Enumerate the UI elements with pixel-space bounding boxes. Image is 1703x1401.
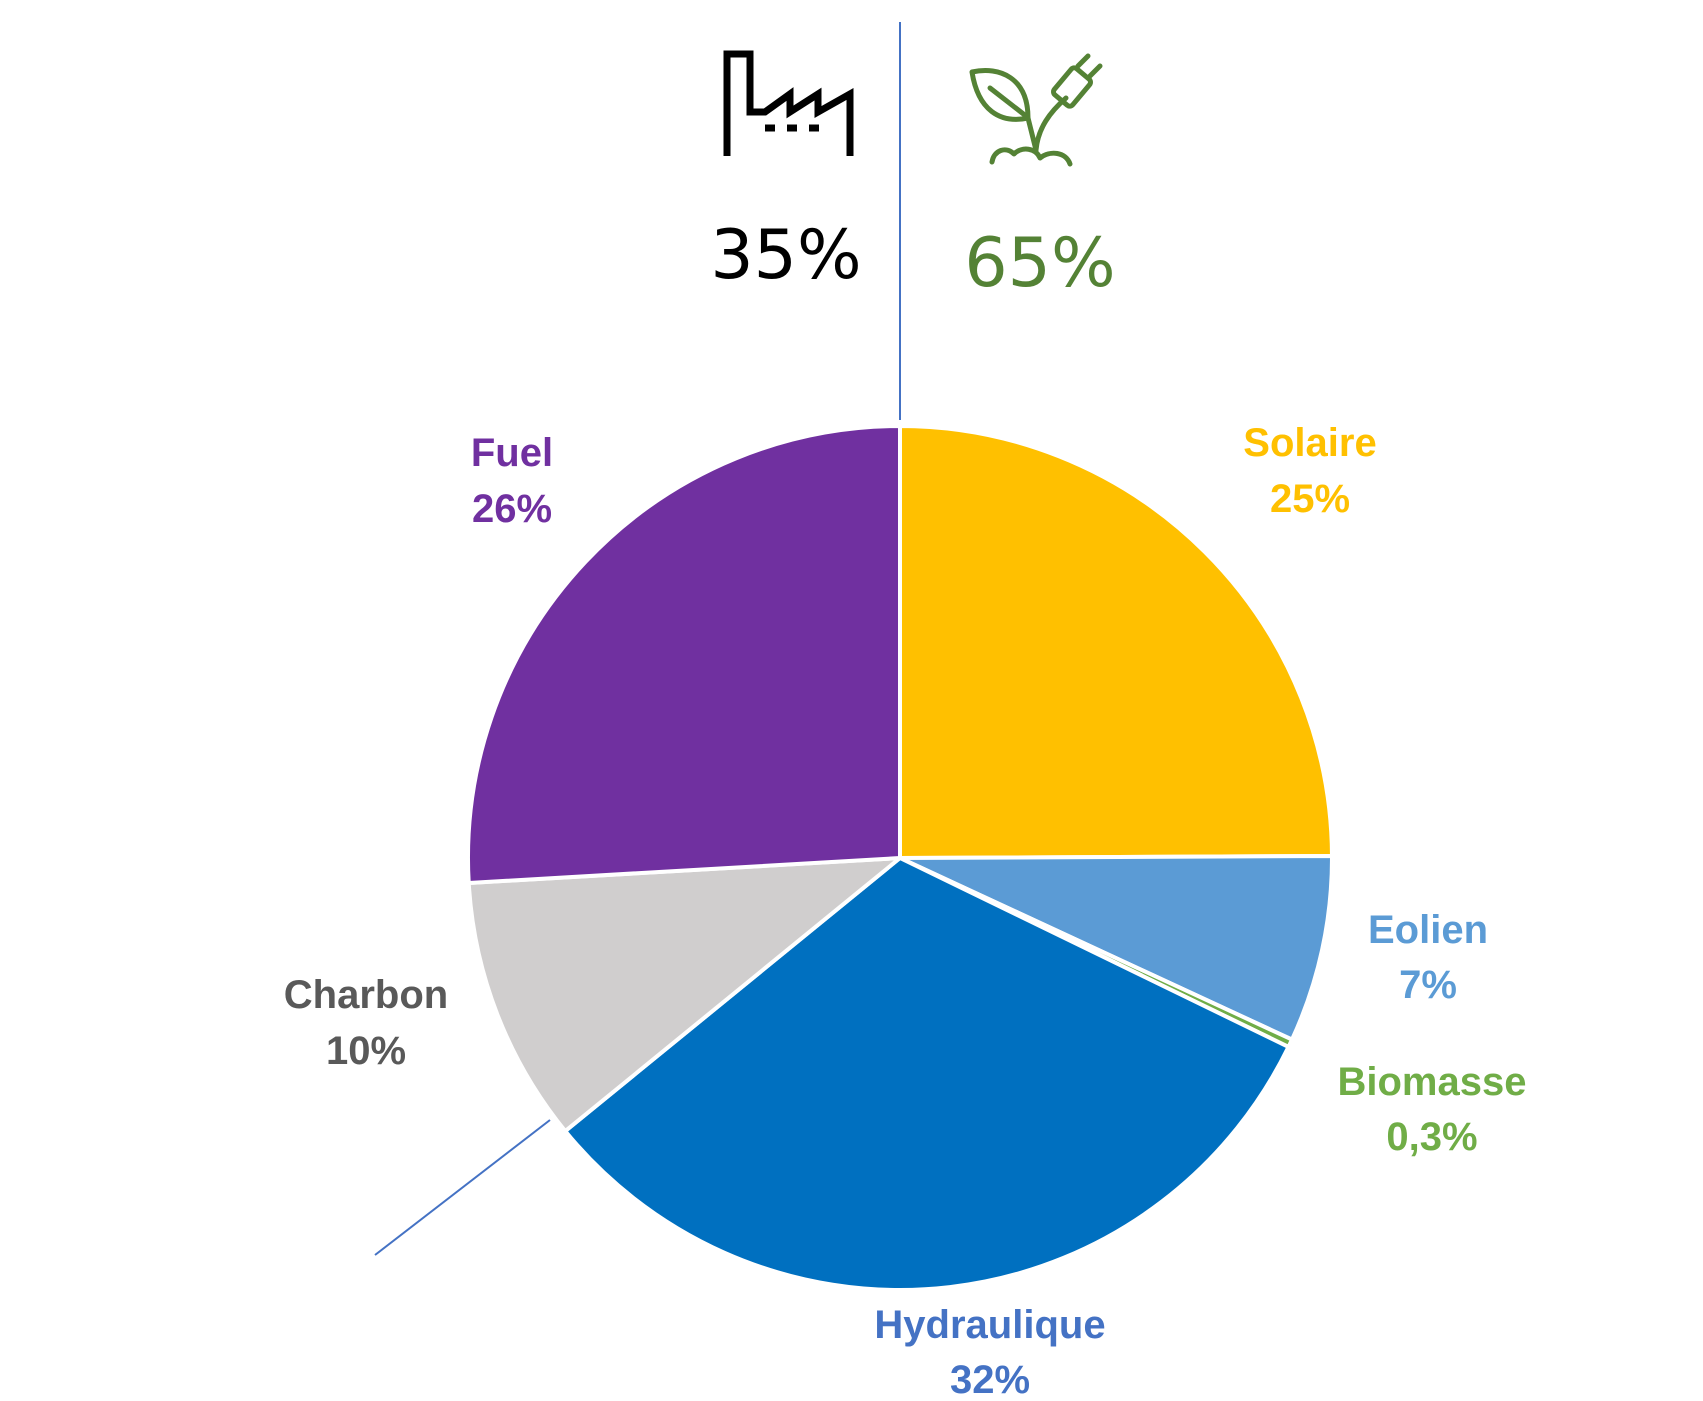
plant-plug-icon bbox=[969, 53, 1103, 167]
divider-line-bottom bbox=[374, 1119, 551, 1256]
pie-slice-solaire bbox=[898, 424, 1334, 860]
fossil-share-value: 35% bbox=[710, 216, 861, 295]
slice-label-eolien: Eolien bbox=[1368, 908, 1488, 952]
slice-labels: Solaire 25% Eolien 7% Biomasse 0,3% Hydrauliqu… bbox=[284, 421, 1527, 1401]
slice-label-fuel: Fuel bbox=[471, 431, 553, 475]
slice-value-fuel: 26% bbox=[472, 487, 552, 531]
slice-label-biomasse: Biomasse bbox=[1338, 1060, 1527, 1104]
pie-slice-eolien bbox=[898, 853, 1335, 1042]
slice-value-charbon: 10% bbox=[326, 1029, 406, 1073]
slice-label-solaire: Solaire bbox=[1243, 421, 1376, 465]
pie-slice-fuel bbox=[466, 424, 902, 886]
factory-icon bbox=[723, 50, 854, 156]
slice-label-hydraulique: Hydraulique bbox=[874, 1303, 1105, 1347]
pie-slice-hydraulique bbox=[563, 856, 1291, 1292]
pie-slices bbox=[466, 424, 1335, 1292]
pie-slice-charbon bbox=[466, 856, 902, 1134]
slice-value-hydraulique: 32% bbox=[950, 1358, 1030, 1401]
slice-value-solaire: 25% bbox=[1270, 477, 1350, 521]
slice-value-eolien: 7% bbox=[1399, 963, 1457, 1007]
slice-value-biomasse: 0,3% bbox=[1386, 1115, 1477, 1159]
slice-label-charbon: Charbon bbox=[284, 973, 448, 1017]
renewable-share-value: 65% bbox=[964, 224, 1115, 303]
